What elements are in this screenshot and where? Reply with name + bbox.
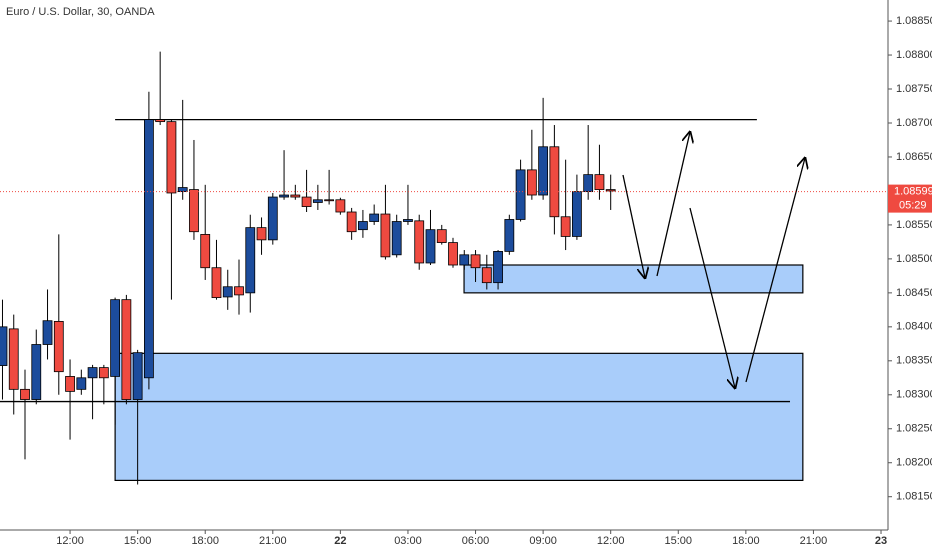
y-tick-label: 1.08850 bbox=[896, 15, 932, 27]
candle-body bbox=[132, 352, 143, 400]
x-tick-label: 21:00 bbox=[259, 535, 287, 547]
arrow bbox=[689, 207, 735, 388]
y-tick-label: 1.08500 bbox=[896, 253, 932, 265]
zone bbox=[114, 352, 804, 481]
candle-body bbox=[324, 199, 335, 202]
candle-body bbox=[222, 286, 233, 298]
candle-body bbox=[65, 376, 75, 392]
candle-body bbox=[200, 234, 211, 269]
y-tick-label: 1.08300 bbox=[896, 389, 932, 401]
y-tick-label: 1.08450 bbox=[896, 287, 932, 299]
candle-body bbox=[605, 189, 616, 192]
y-tick-label: 1.08400 bbox=[896, 321, 932, 333]
y-tick-label: 1.08750 bbox=[896, 83, 932, 95]
last-price-label: 1.08599 bbox=[894, 186, 932, 198]
candle-body bbox=[121, 299, 132, 400]
candle-body bbox=[380, 213, 391, 258]
x-tick-label: 22 bbox=[334, 535, 346, 547]
candle-body bbox=[358, 221, 368, 231]
y-tick-label: 1.08350 bbox=[896, 355, 932, 367]
candle-body bbox=[459, 254, 470, 266]
y-tick-label: 1.08200 bbox=[896, 457, 932, 469]
candle-body bbox=[290, 194, 301, 198]
x-tick-label: 18:00 bbox=[191, 535, 219, 547]
candle-body bbox=[538, 146, 549, 196]
y-tick-label: 1.08550 bbox=[896, 219, 932, 231]
x-tick-label: 09:00 bbox=[529, 535, 557, 547]
candle-body bbox=[436, 229, 447, 243]
candle-body bbox=[98, 367, 109, 379]
y-tick-label: 1.08800 bbox=[896, 49, 932, 61]
arrow bbox=[622, 174, 645, 278]
candle-body bbox=[312, 199, 323, 203]
candle-body bbox=[42, 320, 53, 345]
candle-body bbox=[425, 229, 436, 264]
candle-body bbox=[234, 286, 244, 296]
candle-body bbox=[20, 388, 30, 400]
candle-body bbox=[526, 169, 537, 196]
candle-body bbox=[155, 119, 166, 123]
drawn-arrows bbox=[622, 132, 805, 388]
candle-body bbox=[8, 328, 19, 390]
candle-body bbox=[301, 196, 312, 207]
candle-body bbox=[583, 174, 594, 193]
candle-body bbox=[493, 251, 503, 284]
x-tick-label: 18:00 bbox=[732, 535, 760, 547]
candle-body bbox=[110, 299, 121, 377]
candle-body bbox=[560, 216, 571, 237]
x-tick-label: 15:00 bbox=[124, 535, 152, 547]
arrow bbox=[745, 158, 805, 383]
x-tick-label: 06:00 bbox=[462, 535, 490, 547]
zone bbox=[463, 264, 804, 294]
candle-body bbox=[53, 320, 64, 373]
chart-title: Euro / U.S. Dollar, 30, OANDA bbox=[6, 6, 155, 18]
candle-body bbox=[267, 196, 278, 241]
y-tick-label: 1.08250 bbox=[896, 423, 932, 435]
candle-body bbox=[414, 220, 425, 264]
candle-body bbox=[481, 267, 492, 284]
x-tick-label: 12:00 bbox=[597, 535, 625, 547]
candle-body bbox=[31, 344, 42, 400]
candle-body bbox=[189, 189, 199, 233]
candle-body bbox=[0, 326, 8, 366]
candle-body bbox=[177, 187, 188, 193]
y-tick-label: 1.08150 bbox=[896, 491, 932, 503]
candle-body bbox=[504, 219, 515, 252]
x-tick-label: 15:00 bbox=[665, 535, 693, 547]
candle-body bbox=[346, 211, 357, 233]
countdown-label: 05:29 bbox=[899, 200, 927, 212]
candle-body bbox=[256, 227, 267, 241]
candle-body bbox=[470, 254, 481, 269]
candle-body bbox=[572, 191, 582, 237]
candle-body bbox=[369, 213, 380, 222]
arrow bbox=[656, 132, 690, 277]
x-tick-label: 21:00 bbox=[800, 535, 828, 547]
candle-body bbox=[335, 199, 346, 213]
candle-body bbox=[166, 121, 177, 194]
candle-body bbox=[279, 194, 289, 198]
candle-body bbox=[515, 169, 526, 220]
candle-body bbox=[448, 242, 458, 266]
candle-body bbox=[87, 367, 98, 379]
candle-body bbox=[391, 221, 402, 256]
candle-body bbox=[245, 227, 256, 294]
x-tick-label: 12:00 bbox=[56, 535, 84, 547]
candle-body bbox=[76, 377, 87, 390]
y-tick-label: 1.08700 bbox=[896, 117, 932, 129]
last-price-box bbox=[888, 184, 932, 213]
candle-body bbox=[549, 146, 560, 218]
x-tick-label: 03:00 bbox=[394, 535, 422, 547]
candle-body bbox=[144, 119, 154, 379]
candle-body bbox=[211, 267, 222, 299]
x-tick-label: 23 bbox=[875, 535, 887, 547]
candle-body bbox=[403, 219, 413, 222]
y-tick-label: 1.08650 bbox=[896, 151, 932, 163]
candle-body bbox=[594, 174, 605, 190]
